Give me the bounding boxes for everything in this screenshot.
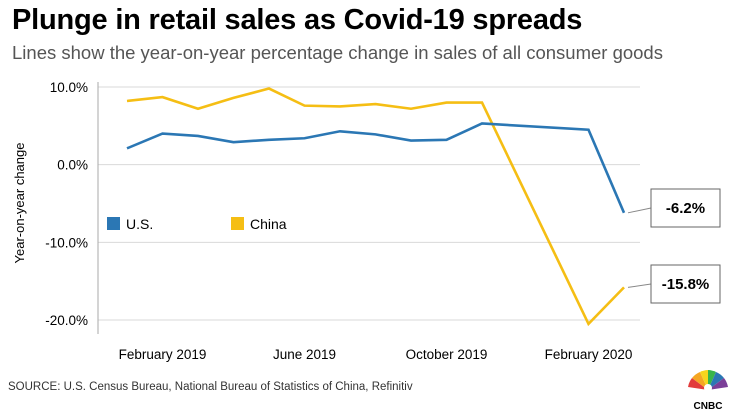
svg-text:CNBC: CNBC bbox=[694, 401, 723, 412]
y-tick-label: -10.0% bbox=[45, 235, 88, 250]
callout-value: -15.8% bbox=[662, 276, 710, 293]
legend-swatch bbox=[107, 217, 120, 230]
y-tick-label: 0.0% bbox=[57, 158, 88, 173]
callout-box bbox=[650, 264, 721, 304]
callout-value: -6.2% bbox=[666, 200, 705, 217]
y-tick-label: 10.0% bbox=[50, 80, 88, 95]
line-chart: 10.0% 0.0% -10.0% -20.0% Year-on-year change… bbox=[12, 80, 721, 362]
callout-box bbox=[650, 188, 721, 228]
y-tick-label: -20.0% bbox=[45, 313, 88, 328]
legend-swatch bbox=[231, 217, 244, 230]
legend-label: China bbox=[250, 216, 287, 232]
x-tick-label: October 2019 bbox=[406, 347, 488, 362]
callout-leader bbox=[627, 207, 652, 214]
callout-leader bbox=[627, 283, 652, 288]
source-note: SOURCE: U.S. Census Bureau, National Bur… bbox=[8, 381, 413, 393]
x-tick-label: February 2019 bbox=[119, 347, 207, 362]
cnbc-logo: CNBC bbox=[688, 370, 728, 412]
legend-label: U.S. bbox=[126, 216, 153, 232]
chart-title: Plunge in retail sales as Covid-19 sprea… bbox=[12, 4, 583, 36]
series-line-us bbox=[126, 122, 626, 214]
x-tick-label: June 2019 bbox=[273, 347, 336, 362]
x-tick-label: February 2020 bbox=[545, 347, 633, 362]
chart-subtitle: Lines show the year-on-year percentage c… bbox=[12, 42, 663, 63]
series-line-china bbox=[126, 87, 625, 327]
y-axis-title: Year-on-year change bbox=[12, 143, 27, 264]
